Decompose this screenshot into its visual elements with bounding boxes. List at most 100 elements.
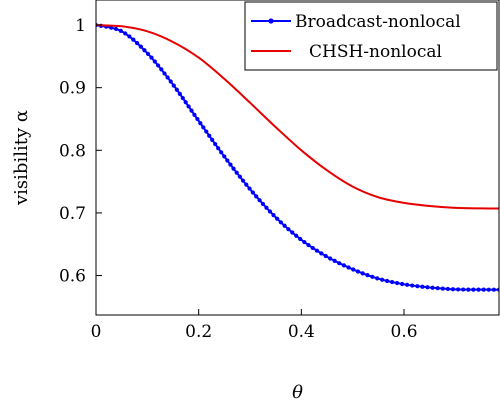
series-marker [455, 287, 461, 292]
series-layer [96, 22, 499, 292]
x-tick-label: 0.6 [391, 322, 418, 342]
series-marker [410, 283, 415, 288]
series-marker [210, 137, 215, 142]
series-marker [420, 284, 425, 289]
series-marker [207, 133, 212, 138]
series-marker [222, 154, 227, 159]
series-marker [240, 178, 246, 183]
series-marker [346, 265, 351, 270]
legend: Broadcast-nonlocal CHSH-nonlocal [244, 1, 498, 71]
y-tick-label: 0.7 [59, 204, 86, 224]
series-marker [149, 55, 154, 60]
series-marker [496, 287, 499, 292]
series-marker [237, 174, 242, 179]
series-marker [234, 170, 239, 175]
series-marker [244, 182, 249, 187]
series-marker [275, 216, 280, 221]
series-marker [481, 287, 486, 292]
y-tick-label: 0.9 [59, 79, 86, 99]
series-marker [415, 284, 420, 289]
series-marker [171, 83, 176, 88]
legend-marker [268, 18, 274, 24]
series-marker [425, 285, 430, 290]
legend-items: Broadcast-nonlocal CHSH-nonlocal [251, 12, 461, 62]
series-marker [267, 209, 273, 214]
legend-item: CHSH-nonlocal [251, 42, 442, 62]
x-tick-label: 0.4 [288, 322, 315, 342]
legend-item: Broadcast-nonlocal [251, 12, 461, 32]
legend-label: Broadcast-nonlocal [295, 12, 461, 32]
series-broadcast-nonlocal [96, 22, 499, 292]
series-marker [314, 248, 320, 253]
y-tick-label: 0.6 [59, 267, 86, 287]
series-marker [123, 31, 128, 36]
series-marker [405, 282, 410, 287]
series-marker [219, 150, 224, 155]
series-marker [491, 287, 496, 292]
series-marker [168, 79, 173, 84]
series-marker [138, 44, 143, 49]
y-tick-label: 1 [75, 16, 86, 36]
series-marker [177, 91, 182, 96]
series-marker [213, 141, 218, 147]
series-marker [156, 63, 161, 68]
series-line [96, 24, 499, 210]
series-marker [400, 281, 405, 287]
series-marker [389, 279, 395, 285]
series-marker [254, 194, 259, 199]
series-marker [145, 51, 151, 57]
series-marker [204, 129, 209, 134]
series-marker [486, 287, 491, 292]
series-marker [127, 34, 132, 39]
series-marker [231, 166, 236, 171]
series-marker [135, 40, 140, 46]
series-marker [142, 48, 147, 53]
series-marker [440, 286, 445, 291]
series-marker [445, 286, 450, 292]
series-marker [360, 271, 365, 276]
y-tick-label: 0.8 [59, 141, 86, 161]
series-marker [430, 285, 435, 290]
series-marker [332, 258, 337, 264]
series-marker [395, 280, 400, 286]
series-marker [192, 112, 197, 117]
series-marker [247, 186, 252, 191]
series-marker [466, 287, 471, 292]
series-marker [189, 108, 194, 113]
series-marker [159, 67, 164, 72]
series-marker [290, 230, 295, 235]
series-marker [341, 263, 346, 268]
series-marker [225, 158, 230, 163]
y-axis-label: visibility α [11, 110, 32, 206]
series-marker [471, 287, 476, 292]
series-marker [201, 125, 206, 130]
series-marker [250, 190, 255, 195]
series-marker [435, 286, 440, 291]
series-chsh-nonlocal [96, 24, 499, 210]
x-tick-label: 0 [91, 322, 102, 342]
series-marker [310, 245, 315, 251]
series-marker [174, 87, 179, 92]
series-marker [461, 287, 466, 292]
series-marker [286, 227, 291, 232]
legend-label: CHSH-nonlocal [309, 42, 442, 62]
series-marker [319, 251, 324, 256]
ticks-layer: 0 0.2 0.4 0.6 0.6 0.7 0.8 0.9 1 [59, 16, 418, 342]
series-marker [152, 59, 157, 64]
series-marker [195, 116, 200, 122]
series-marker [328, 256, 333, 261]
series-marker [337, 261, 342, 266]
series-marker [375, 276, 380, 281]
series-marker [228, 162, 233, 167]
series-marker [306, 242, 311, 248]
series-marker [131, 37, 136, 42]
series-marker [351, 267, 356, 272]
series-clip-group [96, 22, 499, 292]
series-marker [302, 239, 307, 245]
series-marker [365, 273, 370, 278]
series-marker [216, 146, 221, 151]
series-marker [294, 233, 299, 238]
series-marker [370, 274, 375, 279]
plot-frame [95, 0, 500, 316]
